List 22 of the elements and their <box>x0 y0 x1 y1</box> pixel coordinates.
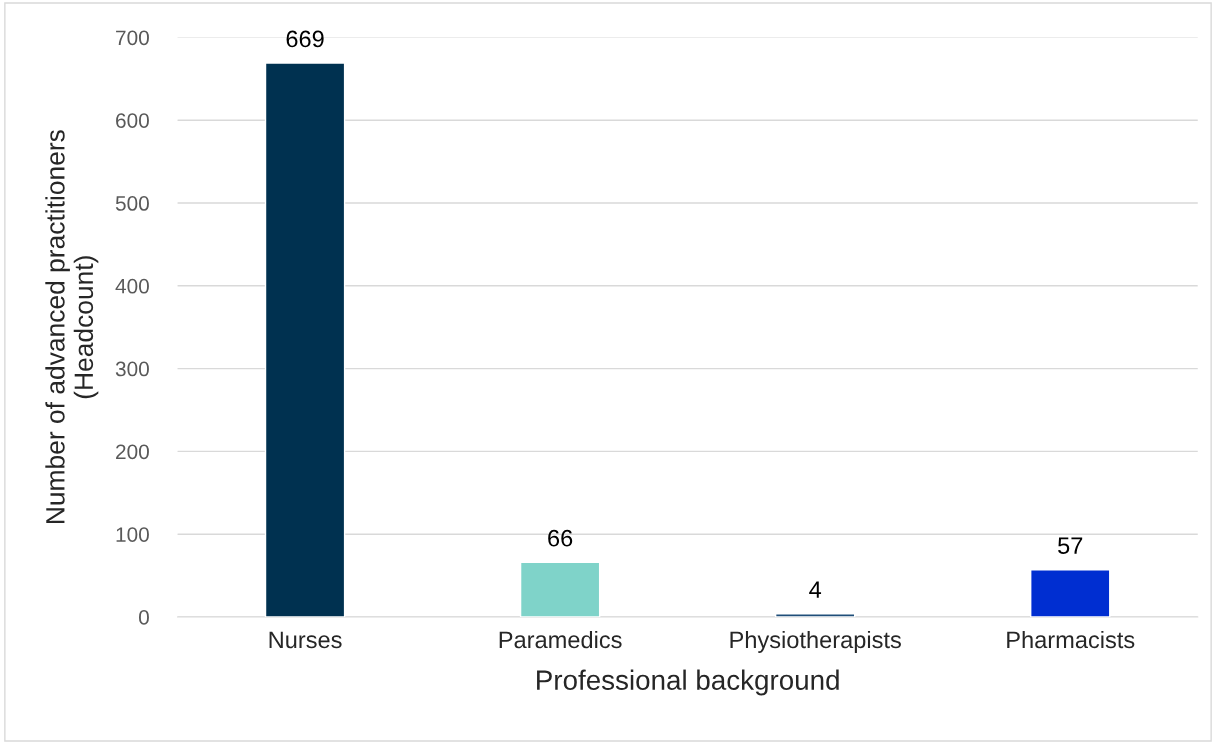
data-label: 4 <box>809 581 822 598</box>
bar <box>519 561 601 617</box>
data-label: 66 <box>548 529 573 547</box>
bar <box>774 612 856 617</box>
y-tick-label: 700 <box>116 30 149 46</box>
y-tick-label: 400 <box>115 278 149 294</box>
x-axis-title: Professional background <box>537 669 839 696</box>
y-tick-label: 300 <box>115 361 149 377</box>
y-tick-label: 100 <box>116 527 149 542</box>
y-tick-label: 200 <box>116 444 149 460</box>
y-axis-title: Number of advanced practitioners (Headcount) <box>45 130 99 524</box>
y-tick-label: 500 <box>115 196 149 211</box>
x-tick-label: Nurses <box>269 631 342 649</box>
x-tick-label: Pharmacists <box>1007 630 1135 649</box>
data-label: 57 <box>1058 537 1083 555</box>
bar <box>264 62 346 617</box>
y-tick-label: 600 <box>116 113 149 128</box>
data-label: 669 <box>286 30 324 48</box>
x-tick-label: Physiotherapists <box>730 630 901 653</box>
x-tick-label: Paramedics <box>499 630 622 649</box>
y-tick-label: 0 <box>138 610 149 625</box>
bar <box>1030 569 1111 617</box>
